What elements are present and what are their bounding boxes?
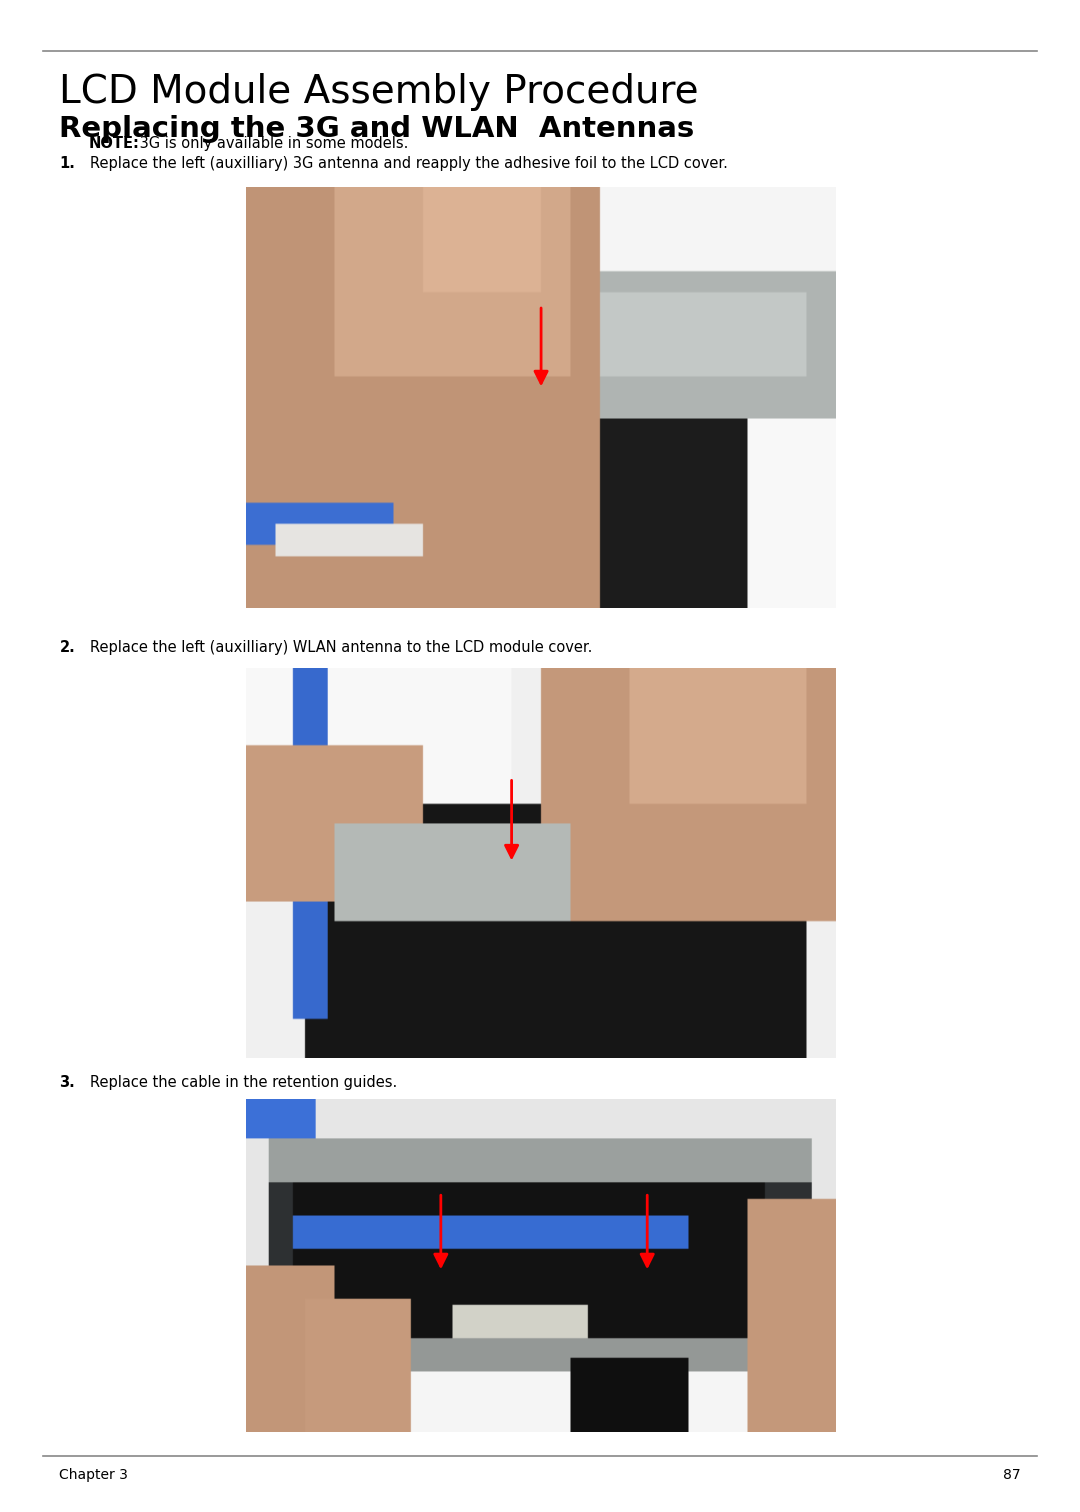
Text: Replacing the 3G and WLAN  Antennas: Replacing the 3G and WLAN Antennas: [59, 115, 694, 144]
Text: Replace the cable in the retention guides.: Replace the cable in the retention guide…: [90, 1075, 396, 1090]
Text: Replace the left (auxilliary) 3G antenna and reapply the adhesive foil to the LC: Replace the left (auxilliary) 3G antenna…: [90, 156, 728, 171]
Text: 87: 87: [1003, 1468, 1021, 1482]
Text: Replace the left (auxilliary) WLAN antenna to the LCD module cover.: Replace the left (auxilliary) WLAN anten…: [90, 640, 592, 655]
Text: 2.: 2.: [59, 640, 76, 655]
Text: LCD Module Assembly Procedure: LCD Module Assembly Procedure: [59, 73, 699, 110]
Text: 3.: 3.: [59, 1075, 76, 1090]
Text: 1.: 1.: [59, 156, 76, 171]
Text: Chapter 3: Chapter 3: [59, 1468, 129, 1482]
Text: 3G is only available in some models.: 3G is only available in some models.: [135, 136, 408, 151]
Text: NOTE:: NOTE:: [89, 136, 139, 151]
